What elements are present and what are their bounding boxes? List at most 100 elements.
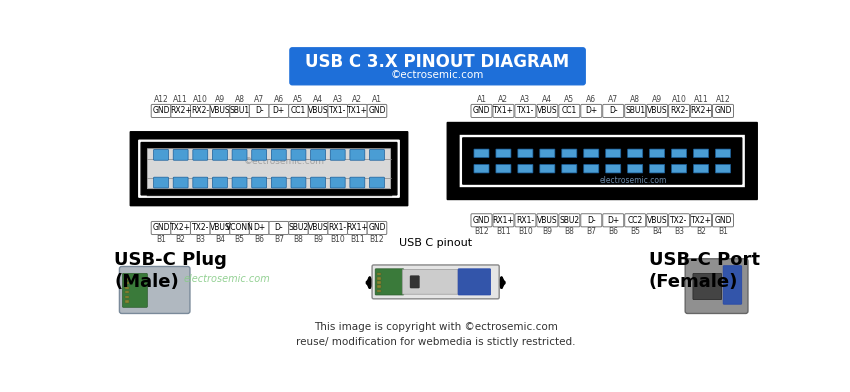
- Bar: [377, 273, 382, 275]
- Text: B4: B4: [215, 235, 225, 244]
- FancyBboxPatch shape: [669, 214, 689, 227]
- FancyBboxPatch shape: [309, 221, 328, 234]
- FancyBboxPatch shape: [712, 214, 734, 227]
- Bar: [125, 277, 128, 279]
- FancyBboxPatch shape: [515, 214, 536, 227]
- FancyBboxPatch shape: [147, 149, 391, 189]
- FancyBboxPatch shape: [540, 149, 555, 158]
- Text: VBUS: VBUS: [537, 216, 558, 225]
- Text: RX2+: RX2+: [170, 107, 191, 116]
- FancyBboxPatch shape: [672, 165, 687, 173]
- Text: B7: B7: [586, 227, 596, 236]
- Text: B11: B11: [496, 227, 511, 236]
- FancyBboxPatch shape: [562, 149, 577, 158]
- Text: SBU2: SBU2: [559, 216, 580, 225]
- Text: TX1-: TX1-: [329, 107, 347, 116]
- FancyBboxPatch shape: [447, 123, 757, 200]
- FancyBboxPatch shape: [649, 165, 665, 173]
- Text: B8: B8: [293, 235, 303, 244]
- FancyBboxPatch shape: [584, 165, 598, 173]
- FancyBboxPatch shape: [130, 132, 408, 206]
- Text: TX2+: TX2+: [170, 223, 191, 232]
- FancyBboxPatch shape: [474, 165, 489, 173]
- FancyBboxPatch shape: [193, 149, 207, 160]
- Text: B10: B10: [518, 227, 533, 236]
- FancyBboxPatch shape: [252, 149, 267, 160]
- Text: RX1+: RX1+: [492, 216, 514, 225]
- FancyBboxPatch shape: [119, 267, 190, 314]
- FancyBboxPatch shape: [458, 269, 490, 295]
- FancyBboxPatch shape: [558, 104, 580, 118]
- Text: GND: GND: [368, 107, 386, 116]
- Text: B12: B12: [474, 227, 489, 236]
- FancyBboxPatch shape: [606, 165, 620, 173]
- FancyBboxPatch shape: [331, 177, 345, 188]
- Text: GND: GND: [714, 107, 732, 116]
- FancyBboxPatch shape: [375, 269, 404, 295]
- Text: A11: A11: [173, 95, 188, 104]
- Text: VBUS: VBUS: [308, 223, 328, 232]
- Text: B3: B3: [196, 235, 206, 244]
- FancyBboxPatch shape: [291, 177, 306, 188]
- FancyBboxPatch shape: [328, 221, 348, 234]
- Text: B5: B5: [235, 235, 245, 244]
- Text: B9: B9: [542, 227, 552, 236]
- FancyBboxPatch shape: [171, 104, 190, 118]
- FancyBboxPatch shape: [310, 177, 326, 188]
- FancyBboxPatch shape: [290, 48, 585, 85]
- FancyBboxPatch shape: [493, 214, 514, 227]
- Text: B7: B7: [274, 235, 284, 244]
- FancyBboxPatch shape: [723, 266, 742, 304]
- FancyBboxPatch shape: [606, 149, 620, 158]
- FancyBboxPatch shape: [249, 104, 269, 118]
- FancyBboxPatch shape: [672, 149, 687, 158]
- Text: A3: A3: [332, 95, 343, 104]
- FancyBboxPatch shape: [581, 104, 602, 118]
- Text: RX2-: RX2-: [191, 107, 209, 116]
- Text: SBU1: SBU1: [230, 107, 250, 116]
- Text: B11: B11: [350, 235, 365, 244]
- Text: A7: A7: [254, 95, 264, 104]
- FancyBboxPatch shape: [716, 165, 730, 173]
- Text: TX1-: TX1-: [517, 107, 534, 116]
- FancyBboxPatch shape: [154, 177, 168, 188]
- Text: D+: D+: [253, 223, 265, 232]
- FancyBboxPatch shape: [712, 104, 734, 118]
- FancyBboxPatch shape: [493, 104, 514, 118]
- FancyBboxPatch shape: [367, 221, 387, 234]
- Text: A6: A6: [586, 95, 597, 104]
- FancyBboxPatch shape: [173, 177, 188, 188]
- Text: GND: GND: [368, 223, 386, 232]
- FancyBboxPatch shape: [232, 177, 247, 188]
- FancyBboxPatch shape: [289, 104, 309, 118]
- FancyBboxPatch shape: [122, 274, 147, 307]
- Text: A12: A12: [716, 95, 730, 104]
- Text: This image is copyright with ©ectrosemic.com
reuse/ modification for webmedia is: This image is copyright with ©ectrosemic…: [296, 322, 575, 347]
- Text: B6: B6: [609, 227, 618, 236]
- Text: B10: B10: [331, 235, 345, 244]
- FancyBboxPatch shape: [603, 104, 624, 118]
- FancyBboxPatch shape: [190, 104, 210, 118]
- FancyBboxPatch shape: [173, 149, 188, 160]
- Bar: [125, 282, 128, 284]
- Text: VBUS: VBUS: [210, 107, 230, 116]
- FancyBboxPatch shape: [450, 125, 754, 196]
- Text: RX2-: RX2-: [670, 107, 689, 116]
- Text: B9: B9: [313, 235, 323, 244]
- Text: ©ectrosemic.com: ©ectrosemic.com: [244, 156, 325, 165]
- FancyBboxPatch shape: [471, 214, 492, 227]
- Text: GND: GND: [473, 107, 490, 116]
- FancyBboxPatch shape: [269, 104, 289, 118]
- Text: RX1+: RX1+: [347, 223, 368, 232]
- Text: electrosemic.com: electrosemic.com: [184, 274, 270, 284]
- Text: B4: B4: [652, 227, 662, 236]
- Text: GND: GND: [473, 216, 490, 225]
- FancyBboxPatch shape: [309, 104, 328, 118]
- FancyBboxPatch shape: [193, 177, 207, 188]
- Text: VBUS: VBUS: [647, 216, 667, 225]
- Text: A10: A10: [193, 95, 207, 104]
- Bar: [377, 290, 382, 292]
- Text: TX2-: TX2-: [671, 216, 688, 225]
- Text: B1: B1: [156, 235, 166, 244]
- Bar: [125, 296, 128, 298]
